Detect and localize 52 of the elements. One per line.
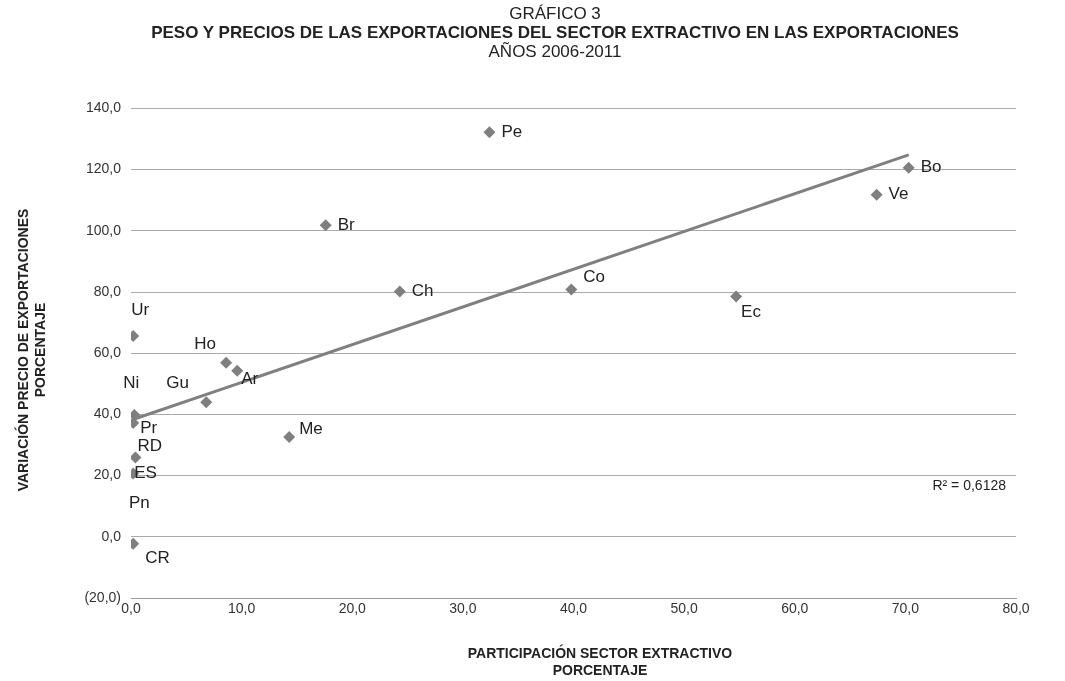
annotation: Bo xyxy=(920,157,942,177)
y-tick-label: 0,0 xyxy=(101,527,122,544)
point xyxy=(565,283,578,296)
annotation: Ve xyxy=(888,184,909,204)
annotation: Pn xyxy=(129,493,150,513)
point xyxy=(483,126,496,139)
text: GRÁFICO 3 xyxy=(508,4,602,23)
annotation: Co xyxy=(583,267,606,287)
annotation: Ch xyxy=(411,281,434,301)
y-axis-title: VARIACIÓN PRECIO DE EXPORTACIONES PORCENTAJE xyxy=(15,207,49,494)
point xyxy=(283,431,296,444)
annotation: CR xyxy=(145,547,170,567)
y-tick-label: 20,0 xyxy=(93,466,122,483)
y-tick-label: 100,0 xyxy=(85,221,122,238)
x-tick-label: 60,0 xyxy=(781,600,809,617)
annotation: ES xyxy=(134,463,157,483)
x-tick-label: 70,0 xyxy=(891,600,920,617)
annotation: Me xyxy=(299,418,323,438)
y-tick-label: 120,0 xyxy=(85,160,122,177)
x-tick-label: 20,0 xyxy=(338,600,367,617)
annotation: Br xyxy=(337,214,356,234)
point xyxy=(131,451,142,464)
point xyxy=(220,356,233,369)
y-tick-label: (20,0) xyxy=(84,588,121,605)
x-tick-label: 0,0 xyxy=(121,600,141,617)
point xyxy=(200,396,213,409)
y-tick-label: 60,0 xyxy=(93,344,122,361)
point xyxy=(393,285,406,298)
annotation: Ho xyxy=(194,334,216,354)
annotation: Ur xyxy=(131,299,150,319)
chart-subtitle: AÑOS 2006-2011 xyxy=(487,42,623,61)
point xyxy=(870,188,883,201)
annotation: Pr xyxy=(140,417,158,437)
annotation: RD xyxy=(137,436,162,456)
point xyxy=(730,290,743,303)
y-tick-label: 40,0 xyxy=(93,405,122,422)
annotation: Pe xyxy=(501,121,523,141)
y-tick-label: 140,0 xyxy=(85,99,122,116)
annotation: Ni xyxy=(123,372,140,392)
x-tick-label: 50,0 xyxy=(670,600,698,617)
annotation: R² = 0,6128 xyxy=(932,476,1007,493)
annotation: Ec xyxy=(741,302,762,322)
x-axis-title: PARTICIPACIÓN SECTOR EXTRACTIVO PORCENTAJE xyxy=(466,645,734,679)
annotation: Gu xyxy=(166,372,189,392)
x-tick-label: 80,0 xyxy=(1002,600,1030,617)
chart-title: PESO Y PRECIOS DE LAS EXPORTACIONES DEL SECTOR EXTRACTIVO EN LAS EXPORTACIONES xyxy=(150,23,960,42)
x-tick-label: 10,0 xyxy=(228,600,256,617)
x-tick-label: 30,0 xyxy=(449,600,477,617)
point xyxy=(902,161,915,174)
x-tick-label: 40,0 xyxy=(559,600,588,617)
point xyxy=(319,219,332,232)
y-tick-label: 80,0 xyxy=(93,282,122,299)
